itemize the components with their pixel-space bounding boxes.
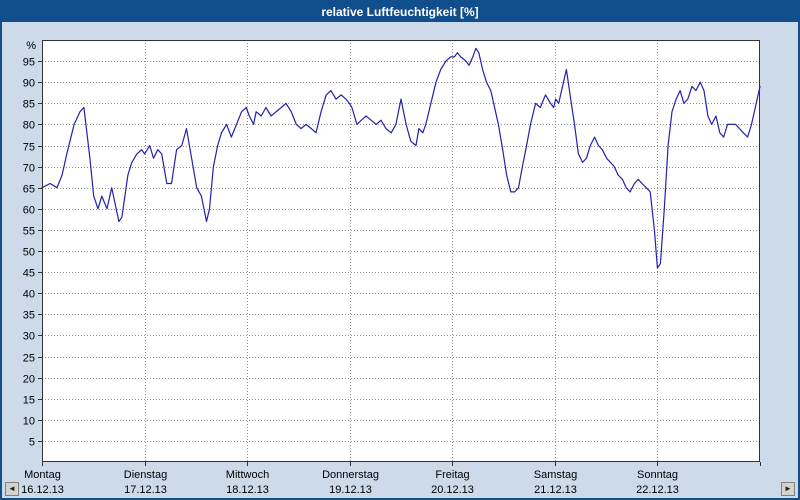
y-tick-label: 30 [23,331,35,343]
y-tick-label: 55 [23,226,35,238]
x-date-label: 19.12.13 [329,484,372,496]
y-tick-label: 5 [29,437,35,449]
x-date-label: 18.12.13 [226,484,269,496]
scroll-left-icon: ◄ [8,484,16,493]
x-day-label: Donnerstag [322,469,379,481]
x-date-label: 20.12.13 [431,484,474,496]
y-tick-label: 70 [23,163,35,175]
y-tick-label: 65 [23,184,35,196]
y-tick-label: 50 [23,247,35,259]
x-date-label: 17.12.13 [124,484,167,496]
x-day-label: Samstag [534,469,577,481]
y-tick-label: 80 [23,120,35,132]
y-tick-label: 10 [23,416,35,428]
humidity-series-line [41,47,761,269]
x-date-label: 21.12.13 [534,484,577,496]
y-tick-label: 75 [23,142,35,154]
x-day-label: Freitag [435,469,469,481]
y-tick-label: 20 [23,374,35,386]
title-bar: relative Luftfeuchtigkeit [%] [2,2,798,22]
x-day-label: Dienstag [124,469,167,481]
x-date-label: 16.12.13 [21,484,64,496]
scroll-left-button[interactable]: ◄ [5,482,19,496]
x-day-label: Montag [24,469,61,481]
plot-background [42,40,760,462]
scroll-right-button[interactable]: ► [781,482,795,496]
scroll-right-icon: ► [784,484,792,493]
y-tick-label: 90 [23,78,35,90]
y-tick-label: 85 [23,99,35,111]
y-tick-label: 95 [23,57,35,69]
x-day-label: Mittwoch [226,469,269,481]
y-axis-unit-label: % [26,40,36,52]
y-tick-label: 40 [23,289,35,301]
chart-area: 5 10 15 20 25 30 35 40 45 50 55 60 65 70 75 80 85 90 95% Mo… [2,22,798,498]
y-tick-label: 35 [23,310,35,322]
x-day-label: Sonntag [637,469,678,481]
plot-border [42,40,760,462]
y-tick-label: 25 [23,353,35,365]
y-tick-label: 45 [23,268,35,280]
window-title: relative Luftfeuchtigkeit [%] [321,5,479,19]
y-tick-label: 15 [23,395,35,407]
y-tick-label: 60 [23,205,35,217]
humidity-line-chart: 5 10 15 20 25 30 35 40 45 50 55 60 65 70 75 80 85 90 95% Mo… [21,40,761,496]
x-date-label: 22.12.13 [636,484,679,496]
